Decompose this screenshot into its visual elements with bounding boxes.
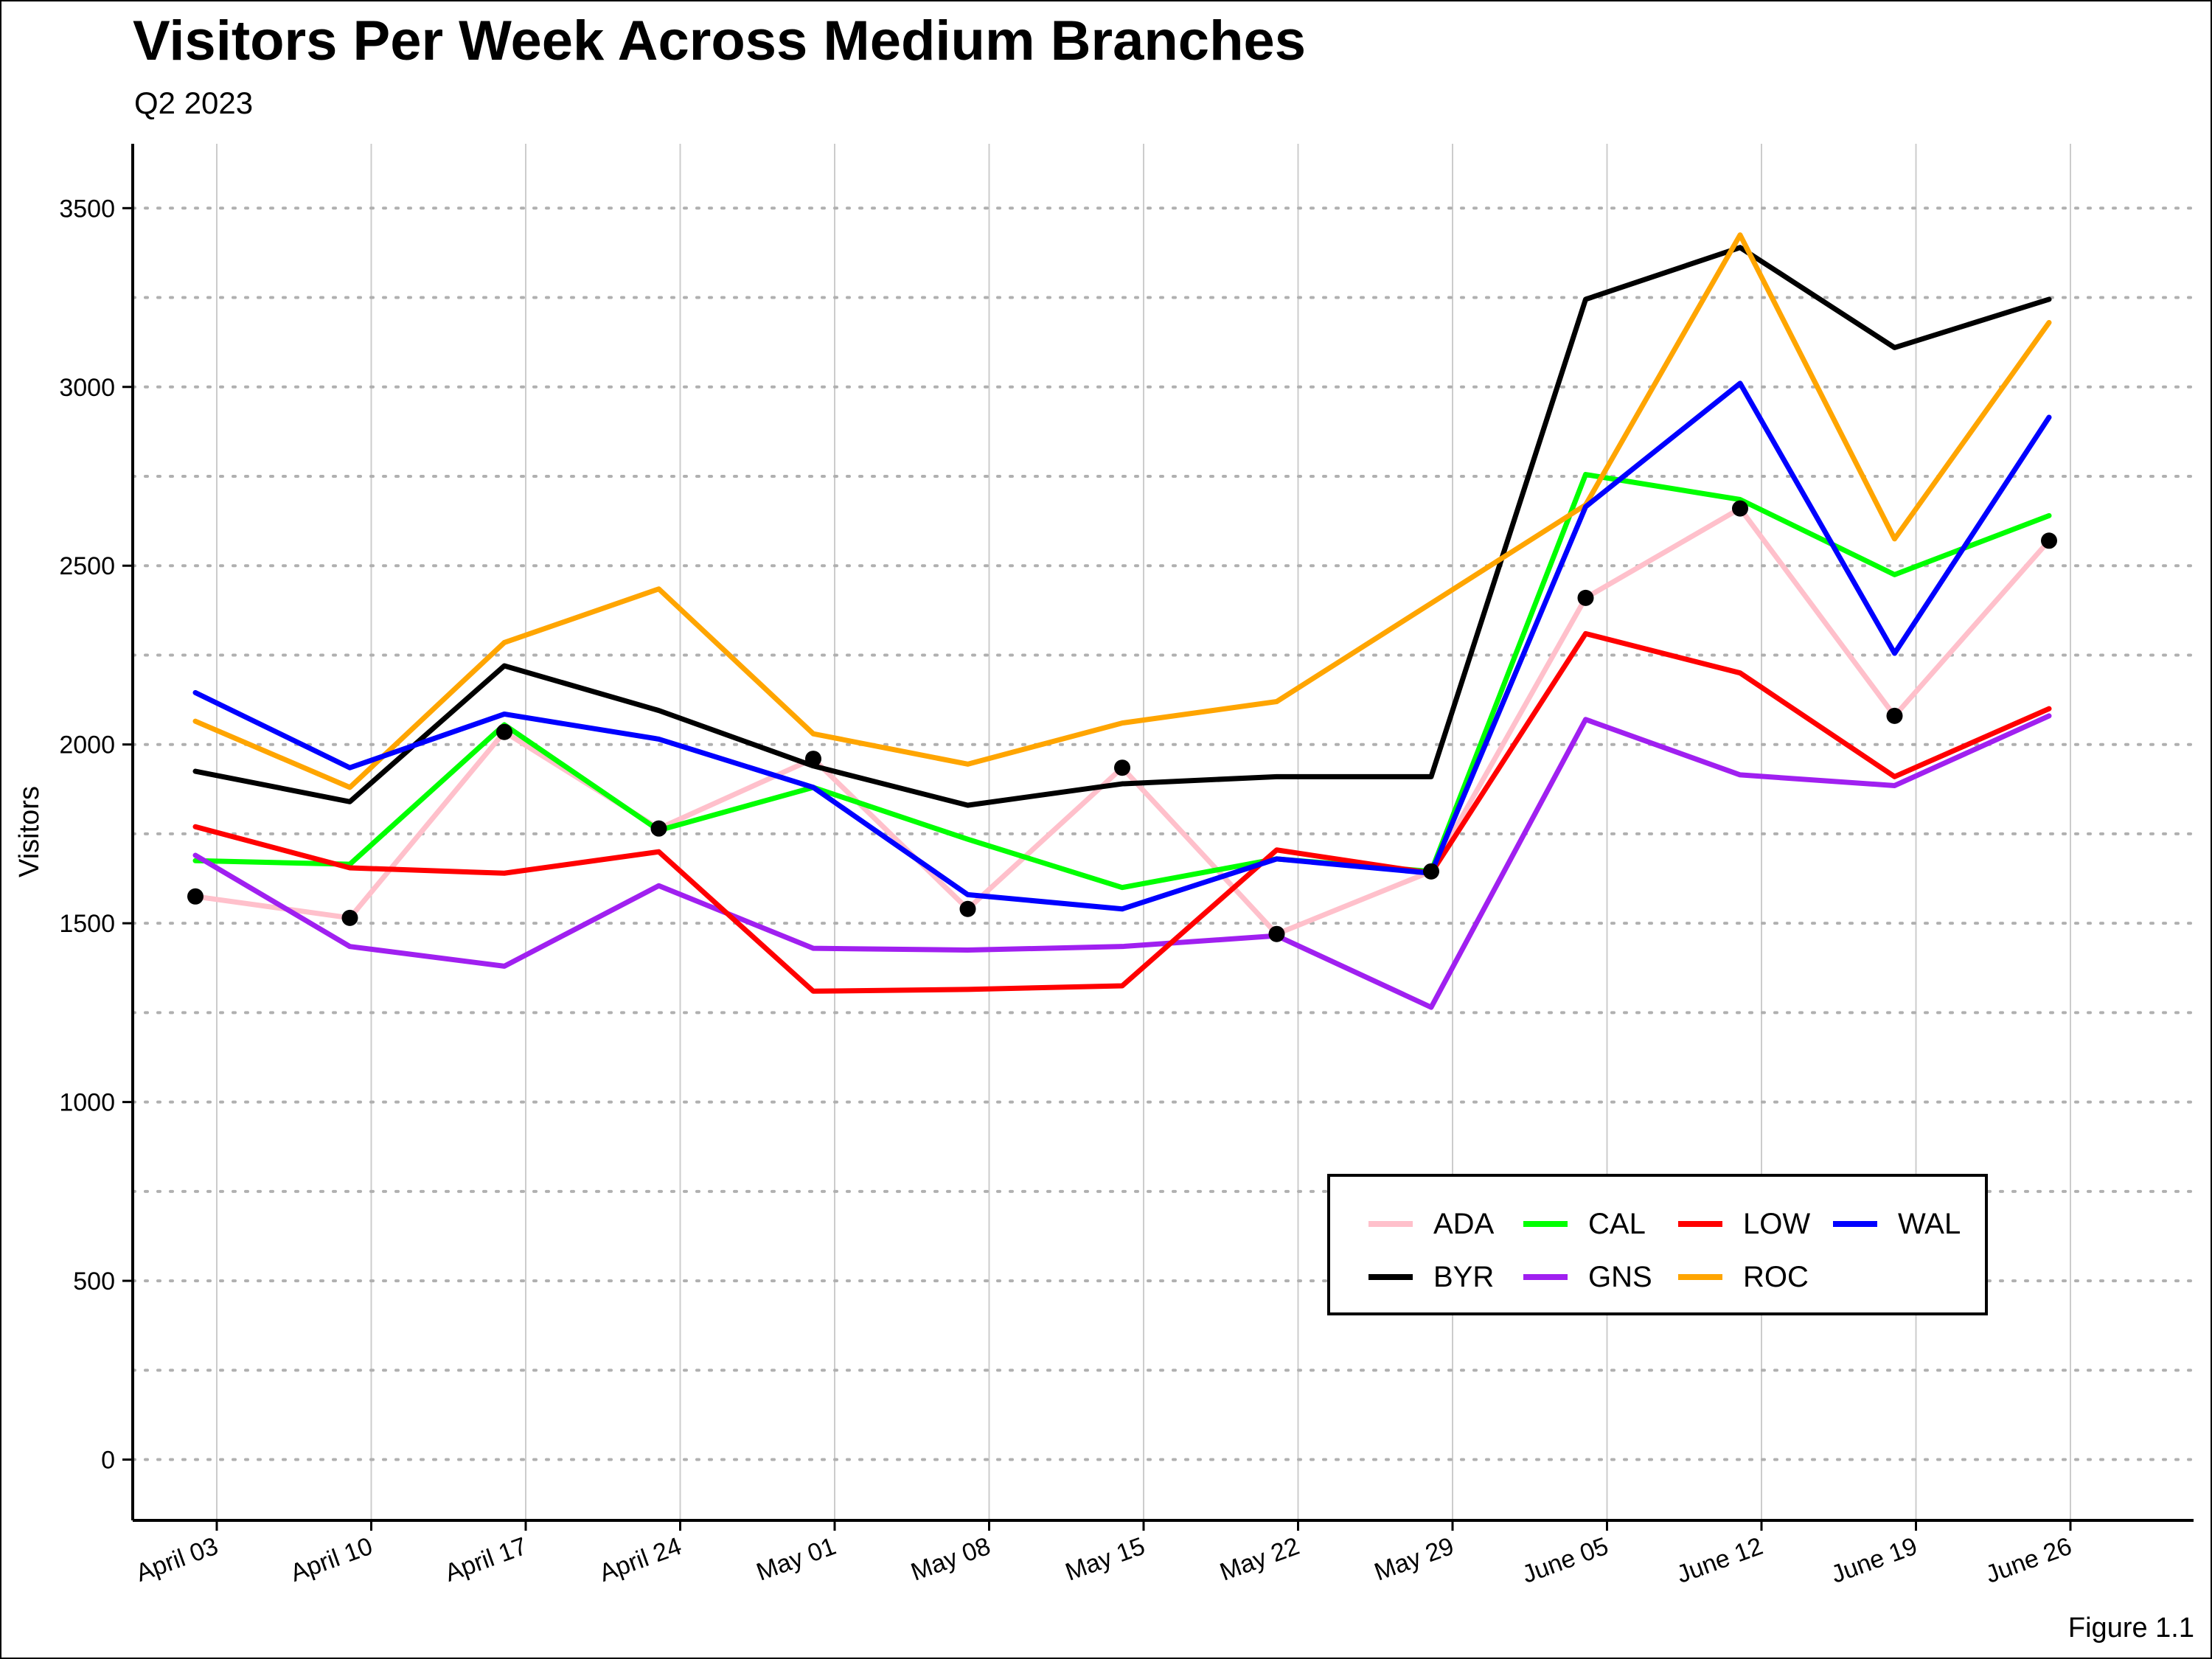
y-tick-label: 3000	[59, 374, 115, 402]
chart-subtitle: Q2 2023	[134, 86, 254, 120]
legend-label: CAL	[1588, 1207, 1646, 1240]
x-tick-label: May 15	[1062, 1532, 1149, 1587]
legend-item-byr: BYR	[1368, 1251, 1523, 1304]
legend-label: LOW	[1743, 1207, 1811, 1240]
legend-item-roc: ROC	[1678, 1251, 1833, 1304]
x-tick-label: April 24	[596, 1532, 685, 1587]
y-tick-label: 1500	[59, 910, 115, 938]
legend-swatch	[1678, 1221, 1722, 1227]
data-point-marker	[2041, 532, 2057, 549]
y-tick-label: 0	[101, 1447, 115, 1475]
legend-label: WAL	[1898, 1207, 1961, 1240]
data-point-marker	[1114, 759, 1130, 776]
y-axis-label: Visitors	[14, 786, 45, 877]
x-tick-label: April 03	[132, 1532, 221, 1587]
data-point-marker	[1732, 500, 1748, 517]
x-tick-label: May 29	[1371, 1532, 1458, 1587]
data-point-marker	[650, 820, 667, 837]
data-point-marker	[1268, 925, 1285, 942]
x-tick-label: June 05	[1519, 1532, 1613, 1589]
x-tick-label: June 19	[1828, 1532, 1921, 1589]
data-point-marker	[805, 751, 821, 768]
legend: ADA CAL LOW WAL BYR GNS ROC	[1327, 1174, 1988, 1315]
x-tick-label: May 01	[753, 1532, 840, 1587]
x-tick-label: June 12	[1673, 1532, 1767, 1589]
data-point-marker	[1423, 863, 1439, 880]
series-line-roc	[192, 232, 2052, 790]
legend-item-gns: GNS	[1523, 1251, 1678, 1304]
data-point-marker	[1886, 707, 1903, 724]
legend-item-wal: WAL	[1833, 1197, 1988, 1251]
figure-caption: Figure 1.1	[2067, 1613, 2194, 1644]
legend-item-ada: ADA	[1368, 1197, 1523, 1251]
data-point-marker	[187, 888, 204, 905]
series-line-cal	[192, 472, 2052, 891]
legend-item-cal: CAL	[1523, 1197, 1678, 1251]
markers	[187, 500, 2057, 942]
y-tick-label: 3500	[59, 195, 115, 223]
data-point-marker	[341, 909, 358, 926]
legend-swatch	[1833, 1221, 1877, 1227]
series-line-low	[192, 630, 2052, 994]
chart-title: Visitors Per Week Across Medium Branches	[133, 10, 1307, 72]
x-tick-label: April 10	[287, 1532, 376, 1587]
legend-label: ADA	[1433, 1207, 1495, 1240]
series-line-wal	[192, 380, 2052, 912]
legend-swatch	[1368, 1221, 1413, 1227]
y-tick-label: 2000	[59, 731, 115, 759]
series-line-gns	[192, 713, 2052, 1010]
x-tick-label: May 22	[1216, 1532, 1303, 1587]
legend-item-low: LOW	[1678, 1197, 1833, 1251]
x-tick-label: April 17	[441, 1532, 530, 1587]
legend-swatch	[1368, 1274, 1413, 1280]
y-tick-label: 1000	[59, 1089, 115, 1117]
data-point-marker	[1577, 589, 1594, 606]
series-line-byr	[192, 245, 2052, 808]
legend-swatch	[1678, 1274, 1722, 1280]
x-tick-label: May 08	[907, 1532, 994, 1587]
data-point-marker	[496, 723, 512, 740]
y-tick-label: 500	[73, 1267, 115, 1295]
legend-label: GNS	[1588, 1260, 1652, 1293]
y-tick-label: 2500	[59, 552, 115, 580]
legend-label: ROC	[1743, 1260, 1809, 1293]
data-point-marker	[959, 900, 976, 917]
x-tick-label: June 26	[1982, 1532, 2076, 1589]
legend-label: BYR	[1433, 1260, 1495, 1293]
series-lines	[192, 232, 2052, 1010]
legend-swatch	[1523, 1221, 1568, 1227]
legend-grid: ADA CAL LOW WAL BYR GNS ROC	[1368, 1197, 1988, 1304]
legend-swatch	[1523, 1274, 1568, 1280]
